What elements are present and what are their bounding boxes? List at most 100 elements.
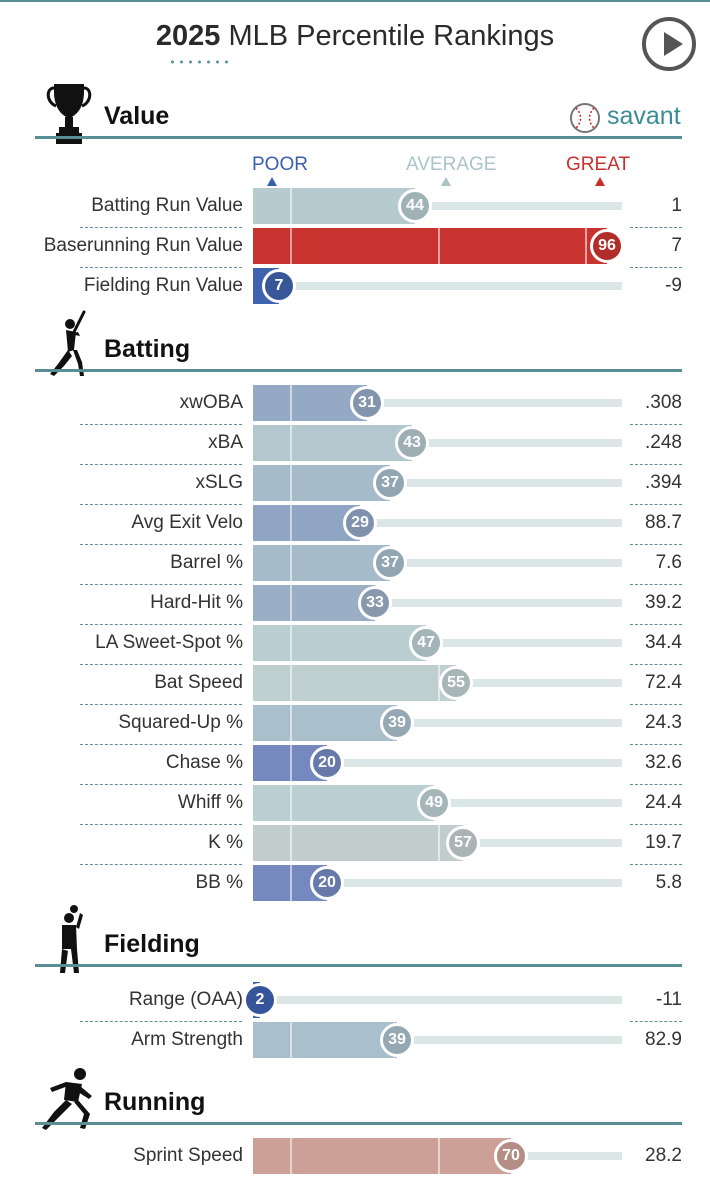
metric-label-range-oaa: Range (OAA): [128, 989, 243, 1010]
metric-value-sprint-speed: 28.2: [645, 1145, 682, 1166]
metric-value-xwoba: .308: [645, 392, 682, 413]
metric-percentile-bat-speed: 55: [439, 666, 473, 700]
metric-tick-10: [290, 745, 292, 781]
metric-percentile-xslg: 37: [373, 466, 407, 500]
metric-percentile-whiff: 49: [417, 786, 451, 820]
metric-tick-10: [290, 625, 292, 661]
row-separator-right: [630, 664, 682, 665]
metric-track-xwoba: [253, 399, 622, 407]
metric-percentile-la-sweet-spot: 47: [409, 626, 443, 660]
metric-row-barrel: Barrel % 37 7.6: [0, 543, 710, 583]
row-separator-right: [630, 424, 682, 425]
row-separator-left: [80, 544, 242, 545]
metric-track-bb: [253, 879, 622, 887]
metric-bar-batting-run-value: [253, 188, 415, 224]
metric-track-chase: [253, 759, 622, 767]
metric-value-xba: .248: [645, 432, 682, 453]
row-separator-left: [80, 864, 242, 865]
metric-tick-10: [290, 1138, 292, 1174]
metric-value-fielding-run-value: -9: [665, 275, 682, 296]
row-separator-right: [630, 624, 682, 625]
row-separator-left: [80, 624, 242, 625]
row-separator-right: [630, 504, 682, 505]
metric-value-hard-hit: 39.2: [645, 592, 682, 613]
metric-row-la-sweet-spot: LA Sweet-Spot % 47 34.4: [0, 623, 710, 663]
metric-row-fielding-run-value: Fielding Run Value 7 -9: [0, 266, 710, 306]
savant-brand-text: savant: [607, 102, 681, 130]
section-rule-value: [35, 136, 682, 139]
metric-row-xwoba: xwOBA 31 .308: [0, 383, 710, 423]
metric-row-bat-speed: Bat Speed 55 72.4: [0, 663, 710, 703]
metric-track-avg-exit-velo: [253, 519, 622, 527]
metric-tick-10: [290, 228, 292, 264]
metric-value-k: 19.7: [645, 832, 682, 853]
scale-marker-great-icon: [595, 177, 605, 186]
metric-value-xslg: .394: [645, 472, 682, 493]
metric-percentile-baserunning-run-value: 96: [590, 229, 624, 263]
play-button-icon[interactable]: [642, 17, 696, 71]
metric-percentile-hard-hit: 33: [358, 586, 392, 620]
metric-row-xslg: xSLG 37 .394: [0, 463, 710, 503]
metric-label-bat-speed: Bat Speed: [154, 672, 243, 693]
metric-label-squared-up: Squared-Up %: [118, 712, 243, 733]
metric-label-avg-exit-velo: Avg Exit Velo: [131, 512, 243, 533]
metric-row-sprint-speed: Sprint Speed 70 28.2: [0, 1136, 710, 1176]
row-separator-left: [80, 584, 242, 585]
scale-label-great: GREAT: [566, 154, 631, 175]
scale-label-poor: POOR: [252, 154, 308, 175]
metric-bar-arm-strength: [253, 1022, 397, 1058]
row-separator-left: [80, 784, 242, 785]
metric-bar-xslg: [253, 465, 390, 501]
row-separator-right: [630, 584, 682, 585]
row-separator-left: [80, 824, 242, 825]
metric-value-bat-speed: 72.4: [645, 672, 682, 693]
metric-tick-50: [438, 1138, 440, 1174]
metric-tick-90: [585, 228, 587, 264]
row-separator-left: [80, 464, 242, 465]
metric-row-avg-exit-velo: Avg Exit Velo 29 88.7: [0, 503, 710, 543]
metric-tick-10: [290, 465, 292, 501]
metric-bar-squared-up: [253, 705, 397, 741]
metric-track-batting-run-value: [253, 202, 622, 210]
row-separator-right: [630, 784, 682, 785]
row-separator-left: [80, 267, 242, 268]
metric-percentile-avg-exit-velo: 29: [343, 506, 377, 540]
metric-percentile-k: 57: [446, 826, 480, 860]
metric-tick-10: [290, 585, 292, 621]
row-separator-right: [630, 824, 682, 825]
metric-label-sprint-speed: Sprint Speed: [133, 1145, 243, 1166]
top-border: [0, 0, 710, 2]
metric-percentile-xwoba: 31: [350, 386, 384, 420]
metric-row-bb: BB % 20 5.8: [0, 863, 710, 903]
metric-label-baserunning-run-value: Baserunning Run Value: [43, 235, 243, 256]
metric-value-avg-exit-velo: 88.7: [645, 512, 682, 533]
metric-value-baserunning-run-value: 7: [671, 235, 682, 256]
metric-percentile-barrel: 37: [373, 546, 407, 580]
metric-percentile-bb: 20: [310, 866, 344, 900]
metric-tick-50: [438, 228, 440, 264]
batter-icon: [50, 310, 86, 376]
metric-percentile-xba: 43: [395, 426, 429, 460]
row-separator-left: [80, 744, 242, 745]
metric-label-xslg: xSLG: [195, 472, 243, 493]
metric-row-chase: Chase % 20 32.6: [0, 743, 710, 783]
metric-row-k: K % 57 19.7: [0, 823, 710, 863]
metric-tick-10: [290, 505, 292, 541]
metric-row-hard-hit: Hard-Hit % 33 39.2: [0, 583, 710, 623]
metric-bar-baserunning-run-value: [253, 228, 607, 264]
scale-marker-average-icon: [441, 177, 451, 186]
metric-track-barrel: [253, 559, 622, 567]
metric-value-la-sweet-spot: 34.4: [645, 632, 682, 653]
metric-bar-barrel: [253, 545, 390, 581]
metric-tick-10: [290, 425, 292, 461]
metric-tick-10: [290, 705, 292, 741]
row-separator-left: [80, 664, 242, 665]
metric-value-squared-up: 24.3: [645, 712, 682, 733]
metric-row-whiff: Whiff % 49 24.4: [0, 783, 710, 823]
row-separator-right: [630, 704, 682, 705]
metric-bar-bat-speed: [253, 665, 456, 701]
metric-track-arm-strength: [253, 1036, 622, 1044]
title-dots-decoration: [168, 60, 232, 64]
baseball-icon: [570, 103, 600, 133]
metric-label-k: K %: [208, 832, 243, 853]
